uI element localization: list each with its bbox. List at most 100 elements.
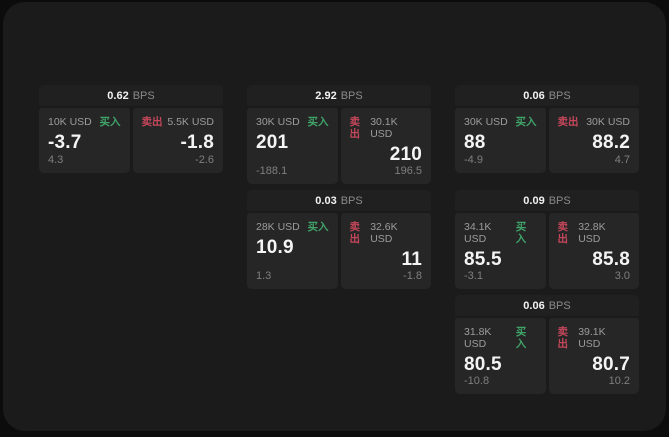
sell-panel[interactable]: 卖出 30K USD 88.2 4.7 <box>548 108 639 173</box>
buy-price: 80.5 <box>464 354 502 375</box>
bps-value: 0.06 <box>523 89 545 102</box>
buy-amount: 31.8K USD <box>464 326 492 350</box>
buy-panel[interactable]: 28K USD 买入 10.9 1.3 <box>247 213 338 289</box>
buy-button[interactable]: 买入 <box>515 326 527 350</box>
buy-sell-panels: 34.1K USD 买入 85.5 -3.1 卖出 32.8K USD 85.8… <box>455 213 639 289</box>
buy-panel[interactable]: 31.8K USD 买入 80.5 -10.8 <box>455 318 546 394</box>
quote-card[interactable]: 0.09 BPS 34.1K USD 买入 85.5 -3.1 卖出 32.8K… <box>455 190 639 289</box>
buy-panel[interactable]: 30K USD 买入 201 -188.1 <box>247 108 338 184</box>
quote-card[interactable]: 0.06 BPS 30K USD 买入 88 -4.9 卖出 30K USD <box>455 85 639 173</box>
buy-button[interactable]: 买入 <box>307 116 329 128</box>
buy-panel-top: 34.1K USD 买入 <box>464 221 537 245</box>
sell-button[interactable]: 卖出 <box>349 221 361 245</box>
quote-card[interactable]: 2.92 BPS 30K USD 买入 201 -188.1 卖出 30.1K … <box>247 85 431 184</box>
sell-panel-top: 卖出 30K USD <box>558 116 631 128</box>
quote-card[interactable]: 0.06 BPS 31.8K USD 买入 80.5 -10.8 卖出 39.1… <box>455 295 639 394</box>
buy-sell-panels: 30K USD 买入 201 -188.1 卖出 30.1K USD 210 1… <box>247 108 431 184</box>
buy-panel-top: 10K USD 买入 <box>48 116 121 128</box>
bps-value: 0.09 <box>523 194 545 207</box>
bps-unit-label: BPS <box>548 299 571 312</box>
buy-button[interactable]: 买入 <box>307 221 329 233</box>
buy-panel-top: 30K USD 买入 <box>256 116 329 128</box>
buy-button[interactable]: 买入 <box>99 116 121 128</box>
buy-panel[interactable]: 30K USD 买入 88 -4.9 <box>455 108 546 173</box>
sell-price: 210 <box>389 144 422 165</box>
bps-spread-header: 0.09 BPS <box>455 190 639 211</box>
buy-sell-panels: 28K USD 买入 10.9 1.3 卖出 32.6K USD 11 -1.8 <box>247 213 431 289</box>
buy-sell-panels: 31.8K USD 买入 80.5 -10.8 卖出 39.1K USD 80.… <box>455 318 639 394</box>
sell-delta: 3.0 <box>614 270 630 282</box>
sell-delta: 10.2 <box>608 375 630 387</box>
buy-amount: 30K USD <box>464 116 508 128</box>
quote-card[interactable]: 0.03 BPS 28K USD 买入 10.9 1.3 卖出 32.6K US… <box>247 190 431 289</box>
sell-delta: -1.8 <box>403 270 422 282</box>
sell-amount: 32.8K USD <box>578 221 606 245</box>
sell-button[interactable]: 卖出 <box>349 116 361 140</box>
bps-unit-label: BPS <box>340 89 363 102</box>
sell-panel[interactable]: 卖出 32.8K USD 85.8 3.0 <box>548 213 639 289</box>
sell-price: 11 <box>401 249 422 270</box>
bps-value: 0.62 <box>107 89 129 102</box>
buy-panel-top: 30K USD 买入 <box>464 116 537 128</box>
buy-amount: 28K USD <box>256 221 300 233</box>
bps-unit-label: BPS <box>548 89 571 102</box>
quote-cards-grid: 0.62 BPS 10K USD 买入 -3.7 4.3 卖出 5.5K USD <box>39 85 639 394</box>
buy-sell-panels: 10K USD 买入 -3.7 4.3 卖出 5.5K USD -1.8 -2.… <box>39 108 223 173</box>
buy-price: 201 <box>256 132 289 153</box>
buy-price: 10.9 <box>256 237 294 258</box>
buy-button[interactable]: 买入 <box>515 116 537 128</box>
sell-delta: 4.7 <box>614 154 630 166</box>
sell-panel-top: 卖出 30.1K USD <box>350 116 423 140</box>
bps-unit-label: BPS <box>340 194 363 207</box>
bps-spread-header: 2.92 BPS <box>247 85 431 106</box>
buy-amount: 34.1K USD <box>464 221 492 245</box>
sell-panel[interactable]: 卖出 32.6K USD 11 -1.8 <box>340 213 431 289</box>
sell-button[interactable]: 卖出 <box>557 326 569 350</box>
bps-unit-label: BPS <box>132 89 155 102</box>
sell-panel-top: 卖出 39.1K USD <box>558 326 631 350</box>
bps-value: 0.03 <box>315 194 337 207</box>
sell-price: 80.7 <box>592 354 630 375</box>
sell-button[interactable]: 卖出 <box>141 116 163 128</box>
buy-price: 85.5 <box>464 249 502 270</box>
app-window: 0.62 BPS 10K USD 买入 -3.7 4.3 卖出 5.5K USD <box>3 2 666 431</box>
sell-amount: 30K USD <box>586 116 630 128</box>
buy-amount: 30K USD <box>256 116 300 128</box>
bps-value: 0.06 <box>523 299 545 312</box>
buy-button[interactable]: 买入 <box>515 221 527 245</box>
quote-card[interactable]: 0.62 BPS 10K USD 买入 -3.7 4.3 卖出 5.5K USD <box>39 85 223 173</box>
buy-sell-panels: 30K USD 买入 88 -4.9 卖出 30K USD 88.2 4.7 <box>455 108 639 173</box>
sell-amount: 5.5K USD <box>167 116 214 128</box>
buy-panel-top: 28K USD 买入 <box>256 221 329 233</box>
sell-price: 85.8 <box>592 249 630 270</box>
buy-panel-top: 31.8K USD 买入 <box>464 326 537 350</box>
buy-price: -3.7 <box>48 132 82 153</box>
bps-unit-label: BPS <box>548 194 571 207</box>
bps-value: 2.92 <box>315 89 337 102</box>
sell-panel[interactable]: 卖出 39.1K USD 80.7 10.2 <box>548 318 639 394</box>
buy-delta: -4.9 <box>464 154 483 166</box>
sell-delta: -2.6 <box>195 154 214 166</box>
sell-panel-top: 卖出 5.5K USD <box>142 116 215 128</box>
sell-panel-top: 卖出 32.6K USD <box>350 221 423 245</box>
sell-amount: 39.1K USD <box>578 326 606 350</box>
buy-panel[interactable]: 34.1K USD 买入 85.5 -3.1 <box>455 213 546 289</box>
buy-delta: -188.1 <box>256 165 288 177</box>
bps-spread-header: 0.06 BPS <box>455 85 639 106</box>
sell-amount: 32.6K USD <box>370 221 398 245</box>
bps-spread-header: 0.03 BPS <box>247 190 431 211</box>
buy-delta: -10.8 <box>464 375 490 387</box>
sell-price: 88.2 <box>592 132 630 153</box>
sell-price: -1.8 <box>180 132 214 153</box>
sell-button[interactable]: 卖出 <box>557 116 579 128</box>
buy-delta: 4.3 <box>48 154 64 166</box>
buy-amount: 10K USD <box>48 116 92 128</box>
sell-panel[interactable]: 卖出 30.1K USD 210 196.5 <box>340 108 431 184</box>
sell-button[interactable]: 卖出 <box>557 221 569 245</box>
buy-panel[interactable]: 10K USD 买入 -3.7 4.3 <box>39 108 130 173</box>
sell-amount: 30.1K USD <box>370 116 398 140</box>
sell-delta: 196.5 <box>394 165 422 177</box>
bps-spread-header: 0.06 BPS <box>455 295 639 316</box>
buy-delta: -3.1 <box>464 270 483 282</box>
sell-panel[interactable]: 卖出 5.5K USD -1.8 -2.6 <box>132 108 223 173</box>
